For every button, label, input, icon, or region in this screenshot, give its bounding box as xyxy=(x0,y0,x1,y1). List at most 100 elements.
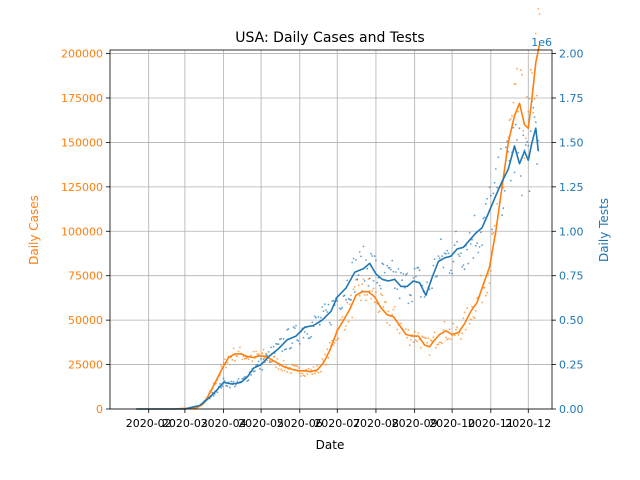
daily-point xyxy=(387,267,390,269)
daily-point xyxy=(231,359,234,361)
daily-point xyxy=(351,316,354,319)
daily-point xyxy=(494,168,497,170)
left-tick-label: 125000 xyxy=(61,181,103,194)
daily-point xyxy=(302,374,305,377)
daily-point xyxy=(291,342,294,344)
daily-point xyxy=(392,308,395,311)
daily-point xyxy=(413,330,416,333)
daily-point xyxy=(297,367,300,369)
daily-point xyxy=(473,317,476,319)
daily-point xyxy=(237,378,240,380)
daily-point xyxy=(435,346,437,349)
daily-point xyxy=(406,336,409,339)
right-tick-label: 0.50 xyxy=(559,314,584,327)
daily-point xyxy=(522,129,525,132)
daily-point xyxy=(395,271,397,273)
daily-point xyxy=(440,341,442,344)
daily-point xyxy=(301,372,304,375)
daily-point xyxy=(311,373,314,375)
daily-point xyxy=(401,279,404,282)
daily-point xyxy=(476,242,478,245)
daily-point xyxy=(371,290,374,292)
daily-point xyxy=(326,348,329,351)
daily-point xyxy=(282,359,285,362)
daily-point xyxy=(457,253,460,256)
daily-point xyxy=(466,307,468,309)
daily-point xyxy=(496,186,498,189)
daily-point xyxy=(455,230,457,233)
daily-point xyxy=(410,294,412,297)
daily-point xyxy=(380,287,382,290)
daily-point xyxy=(375,291,377,294)
daily-point xyxy=(358,251,361,253)
daily-point xyxy=(266,360,269,362)
right-tick-label: 1.25 xyxy=(559,181,584,194)
daily-point xyxy=(332,344,335,346)
daily-point xyxy=(262,358,265,361)
daily-point xyxy=(473,214,476,217)
daily-point xyxy=(330,323,332,326)
daily-point xyxy=(303,331,306,333)
daily-point xyxy=(337,337,340,340)
daily-point xyxy=(276,358,279,360)
cases_avg-line xyxy=(136,44,541,410)
daily-point xyxy=(247,358,250,361)
daily-point xyxy=(328,341,331,344)
daily-point xyxy=(417,332,420,334)
daily-point xyxy=(452,322,455,325)
daily-point xyxy=(378,310,381,312)
x-tick-label: 2020-06 xyxy=(277,417,323,430)
daily-point xyxy=(432,264,435,267)
daily-point xyxy=(523,157,526,160)
daily-point xyxy=(518,127,521,130)
daily-point xyxy=(351,261,354,264)
daily-point xyxy=(396,288,399,291)
daily-point xyxy=(509,179,512,182)
daily-point xyxy=(300,375,302,377)
right-axis-multiplier: 1e6 xyxy=(531,36,552,49)
daily-point xyxy=(508,119,511,122)
daily-point xyxy=(234,359,236,362)
tests-scatter xyxy=(185,100,540,410)
daily-point xyxy=(307,367,310,370)
x-axis-label: Date xyxy=(316,438,345,452)
daily-point xyxy=(400,271,402,274)
daily-point xyxy=(502,186,505,189)
daily-point xyxy=(298,343,301,345)
daily-point xyxy=(528,97,531,100)
daily-point xyxy=(461,266,463,268)
daily-point xyxy=(536,94,538,97)
daily-point xyxy=(306,333,309,335)
daily-point xyxy=(368,277,371,280)
daily-point xyxy=(290,372,292,374)
daily-point xyxy=(308,337,311,340)
daily-point xyxy=(408,344,411,347)
daily-point xyxy=(482,217,485,220)
daily-point xyxy=(277,368,280,370)
daily-point xyxy=(426,281,428,284)
daily-point xyxy=(502,207,505,210)
daily-point xyxy=(224,358,226,360)
daily-point xyxy=(226,385,229,388)
daily-point xyxy=(225,366,228,369)
daily-point xyxy=(499,147,502,150)
daily-point xyxy=(436,343,438,346)
daily-point xyxy=(216,391,219,394)
plot-frame xyxy=(109,49,553,410)
daily-point xyxy=(453,334,456,337)
daily-point xyxy=(412,277,415,279)
daily-point xyxy=(355,259,357,261)
daily-point xyxy=(250,354,253,357)
daily-point xyxy=(477,251,480,254)
daily-point xyxy=(441,342,443,345)
daily-point xyxy=(340,318,342,321)
daily-point xyxy=(448,272,451,274)
daily-point xyxy=(378,284,381,287)
daily-point xyxy=(247,379,250,381)
daily-point xyxy=(468,232,471,234)
daily-point xyxy=(438,341,441,344)
daily-point xyxy=(373,301,376,304)
daily-point xyxy=(456,240,458,243)
daily-point xyxy=(445,253,447,255)
